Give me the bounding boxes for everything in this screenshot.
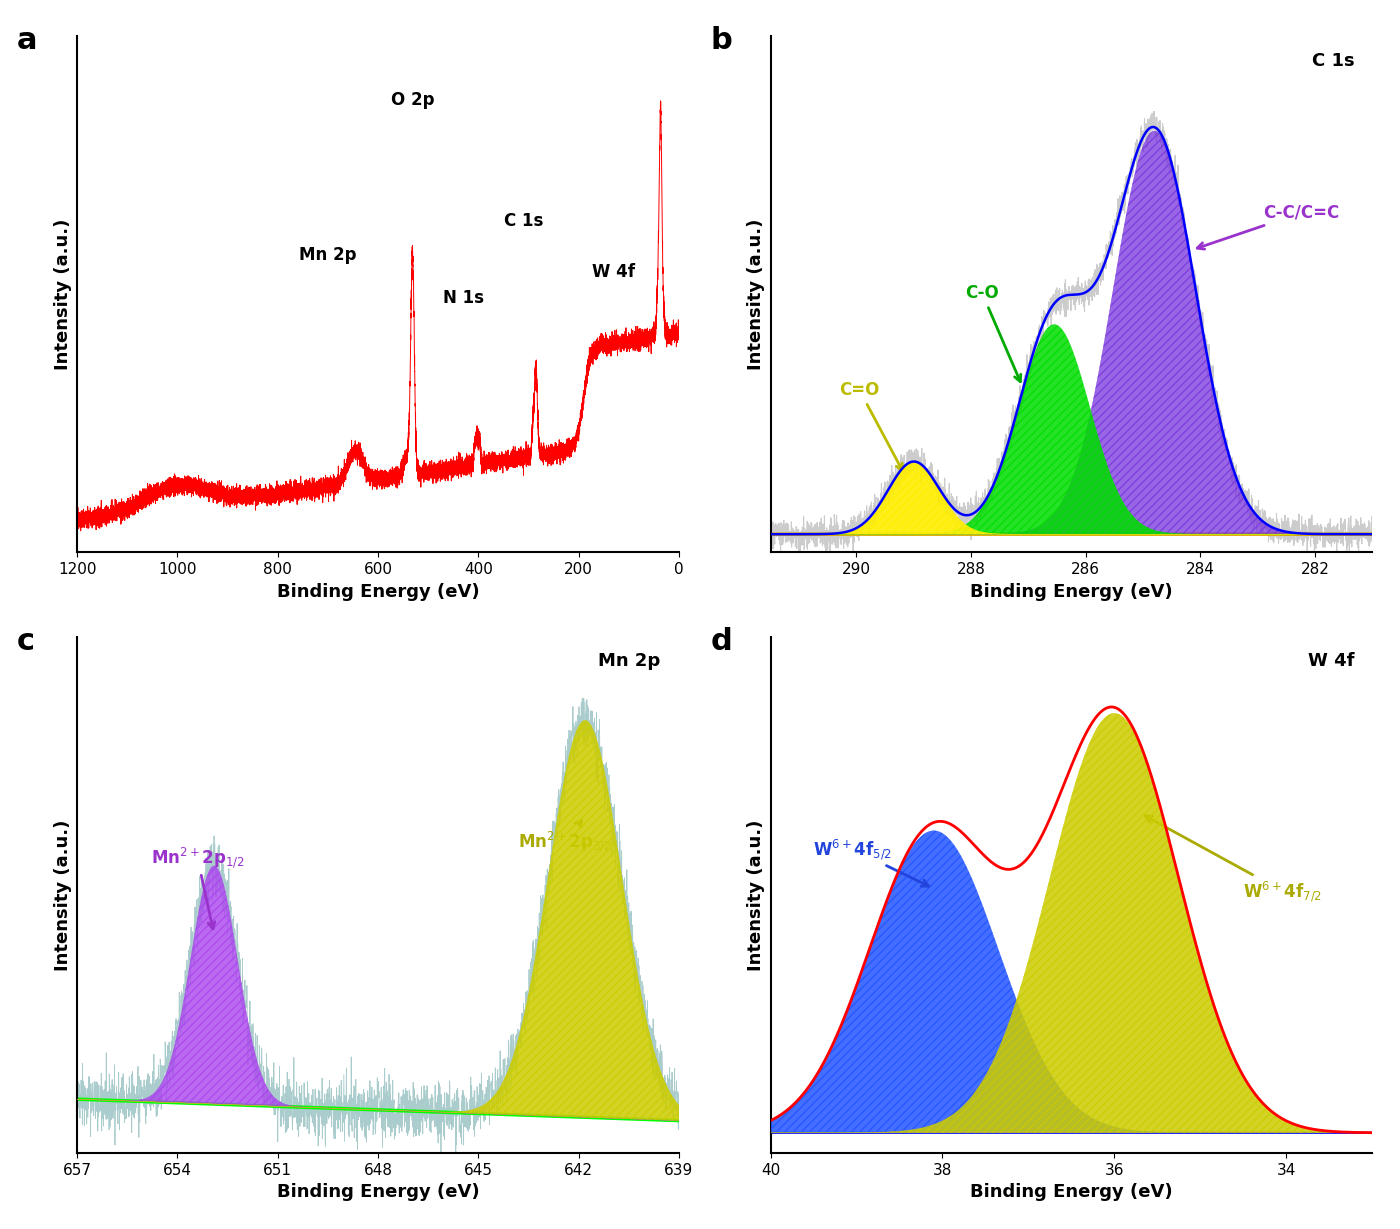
Text: W$^{6+}$4f$_{5/2}$: W$^{6+}$4f$_{5/2}$ [813, 837, 928, 886]
Text: a: a [17, 26, 38, 55]
Text: Mn 2p: Mn 2p [300, 246, 357, 264]
Text: W 4f: W 4f [592, 263, 636, 281]
Text: Mn$^{2+}$2p$_{3/2}$: Mn$^{2+}$2p$_{3/2}$ [518, 820, 612, 854]
Text: b: b [710, 26, 732, 55]
Y-axis label: Intensity (a.u.): Intensity (a.u.) [53, 219, 71, 370]
X-axis label: Binding Energy (eV): Binding Energy (eV) [970, 583, 1173, 601]
Text: C-C/C=C: C-C/C=C [1197, 204, 1340, 249]
X-axis label: Binding Energy (eV): Binding Energy (eV) [277, 1184, 479, 1201]
Text: N 1s: N 1s [442, 289, 483, 307]
Text: C-O: C-O [966, 284, 1021, 382]
Text: c: c [17, 627, 35, 656]
Y-axis label: Intensity (a.u.): Intensity (a.u.) [748, 820, 764, 971]
Text: W 4f: W 4f [1308, 653, 1354, 671]
X-axis label: Binding Energy (eV): Binding Energy (eV) [277, 583, 479, 601]
Y-axis label: Intensity (a.u.): Intensity (a.u.) [748, 219, 764, 370]
Text: C=O: C=O [839, 381, 903, 471]
Text: O 2p: O 2p [391, 91, 435, 109]
Text: Mn$^{2+}$2p$_{1/2}$: Mn$^{2+}$2p$_{1/2}$ [151, 846, 244, 929]
Text: C 1s: C 1s [504, 211, 543, 230]
Text: Mn 2p: Mn 2p [598, 653, 661, 671]
Text: d: d [710, 627, 732, 656]
Text: W$^{6+}$4f$_{7/2}$: W$^{6+}$4f$_{7/2}$ [1145, 816, 1322, 903]
X-axis label: Binding Energy (eV): Binding Energy (eV) [970, 1184, 1173, 1201]
Text: C 1s: C 1s [1312, 52, 1354, 70]
Y-axis label: Intensity (a.u.): Intensity (a.u.) [53, 820, 71, 971]
